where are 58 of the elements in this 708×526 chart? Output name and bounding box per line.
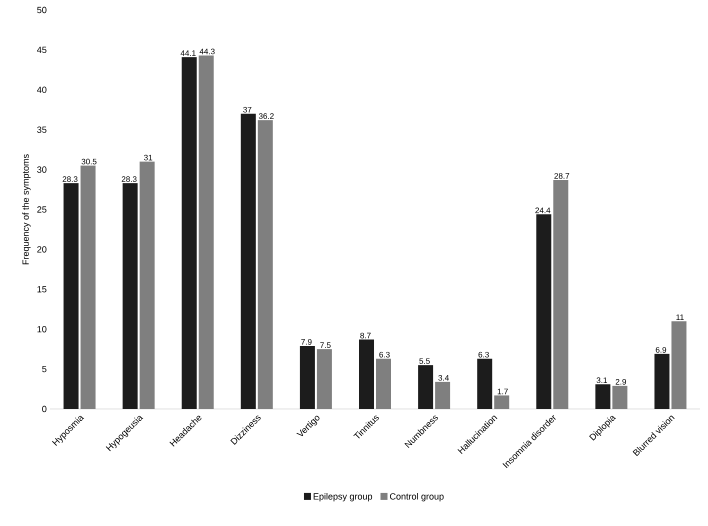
bar — [435, 382, 450, 409]
data-label: 31 — [144, 154, 152, 160]
bar — [80, 166, 96, 409]
y-tick-label: 50 — [37, 6, 46, 14]
data-label: 44.3 — [200, 48, 215, 54]
bar — [553, 180, 568, 409]
y-tick-label: 35 — [37, 126, 46, 133]
bar — [359, 340, 374, 409]
y-tick-label: 10 — [37, 326, 46, 332]
bar — [140, 162, 155, 409]
bar — [240, 114, 256, 409]
y-tick-label: 45 — [37, 46, 46, 54]
bar — [612, 386, 628, 409]
bar — [671, 321, 686, 409]
data-label: 1.7 — [498, 388, 508, 394]
bar — [316, 349, 332, 409]
data-label: 28.7 — [554, 173, 570, 179]
legend-label: Control group — [390, 492, 444, 502]
data-label: 36.2 — [258, 113, 274, 119]
data-label: 3.4 — [438, 374, 449, 381]
bar — [122, 183, 138, 409]
data-label: 30.5 — [82, 158, 96, 164]
data-label: 7.5 — [320, 342, 331, 348]
y-tick-label: 5 — [42, 366, 46, 372]
y-tick-label: 15 — [37, 286, 46, 292]
y-axis-title: Frequency of the symptoms — [22, 154, 31, 264]
data-label: 28.3 — [122, 176, 137, 182]
data-label: 11 — [676, 314, 684, 320]
y-tick-label: 20 — [37, 246, 46, 253]
data-label: 8.7 — [360, 332, 371, 338]
bar — [198, 55, 214, 409]
data-label: 5.5 — [419, 358, 430, 364]
y-tick-label: 30 — [37, 166, 46, 173]
y-tick-label: 25 — [37, 206, 46, 213]
y-tick-label: 0 — [42, 406, 46, 412]
bar — [300, 346, 315, 409]
bar — [477, 358, 492, 409]
bar — [654, 354, 670, 409]
data-label: 37 — [243, 106, 252, 113]
data-label: 24.4 — [535, 207, 550, 214]
bar — [418, 365, 434, 409]
bar — [376, 358, 392, 409]
data-label: 44.1 — [180, 50, 196, 56]
data-label: 28.3 — [62, 176, 78, 182]
data-label: 3.1 — [596, 377, 608, 384]
y-tick-label: 40 — [37, 86, 46, 93]
legend-label: Epilepsy group — [314, 492, 372, 502]
bar — [536, 214, 552, 409]
bar — [494, 395, 510, 409]
data-label: 2.9 — [616, 378, 626, 385]
bar — [182, 57, 197, 409]
data-label: 7.9 — [301, 339, 312, 345]
bar — [64, 183, 79, 409]
data-label: 6.9 — [656, 347, 666, 353]
data-label: 6.3 — [379, 352, 390, 358]
data-label: 6.3 — [478, 352, 489, 358]
bar — [258, 120, 273, 409]
bar — [595, 384, 610, 409]
